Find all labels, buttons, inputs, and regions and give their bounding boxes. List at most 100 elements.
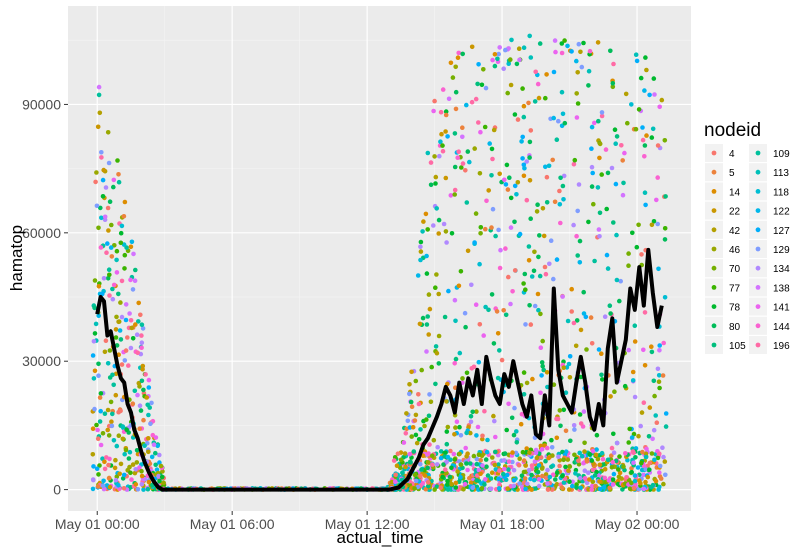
data-point [464, 430, 469, 436]
data-point [538, 311, 543, 317]
data-point [112, 465, 118, 471]
data-point [582, 449, 587, 454]
data-point [632, 473, 638, 478]
data-point [511, 467, 517, 473]
data-point [141, 387, 146, 393]
data-point [577, 260, 583, 265]
data-point [567, 354, 573, 359]
data-point [512, 268, 518, 273]
data-point [574, 115, 580, 120]
data-point [630, 230, 635, 236]
data-point [109, 423, 115, 429]
data-point [512, 112, 518, 117]
data-point [438, 485, 444, 491]
data-point [424, 253, 429, 259]
data-point [638, 480, 643, 486]
data-point [391, 458, 397, 463]
data-point [427, 306, 433, 312]
data-point [98, 442, 104, 448]
data-point [574, 58, 579, 64]
data-point [501, 466, 507, 472]
data-point [636, 107, 642, 112]
data-point [569, 309, 574, 314]
data-point [581, 409, 587, 414]
data-point [575, 253, 580, 258]
data-point [101, 276, 107, 281]
data-point [652, 92, 657, 97]
data-point [98, 391, 104, 396]
data-point [554, 416, 559, 422]
data-point [425, 227, 431, 232]
data-point [504, 162, 510, 168]
data-point [107, 375, 113, 380]
data-point [92, 368, 98, 374]
data-point [468, 419, 474, 425]
data-point [97, 463, 102, 468]
data-point [550, 157, 555, 163]
data-point [529, 463, 535, 468]
data-point [443, 112, 449, 118]
data-point [512, 405, 517, 411]
data-point [559, 89, 565, 95]
data-point [589, 458, 595, 463]
data-point [453, 318, 458, 324]
data-point [139, 345, 144, 351]
data-point [99, 155, 104, 160]
data-point [418, 244, 423, 250]
data-point [548, 238, 554, 243]
data-point [426, 413, 432, 419]
data-point [610, 81, 616, 86]
data-point [117, 471, 122, 477]
data-point [514, 61, 520, 67]
data-point [524, 446, 529, 451]
data-point [420, 480, 426, 486]
data-point [476, 452, 482, 458]
data-point [132, 470, 138, 476]
data-point [642, 88, 647, 93]
data-point [119, 314, 125, 320]
data-point [651, 76, 657, 81]
data-point [544, 370, 550, 375]
data-point [134, 332, 140, 338]
y-tick-label: 90000 [22, 96, 61, 112]
data-point [452, 457, 458, 462]
data-point [657, 104, 662, 110]
data-point [521, 103, 527, 109]
data-point [537, 233, 542, 238]
data-point [571, 320, 577, 326]
data-point [407, 482, 412, 488]
data-point [393, 472, 399, 478]
data-point [511, 483, 517, 489]
data-point [539, 373, 544, 378]
data-point [443, 129, 448, 134]
data-point [448, 448, 453, 454]
data-point [533, 450, 539, 456]
data-point [452, 131, 458, 136]
data-point [643, 467, 649, 472]
data-point [505, 486, 510, 491]
data-point [90, 353, 96, 358]
data-point [448, 193, 454, 198]
data-point [636, 222, 641, 228]
data-point [451, 451, 457, 457]
data-point [561, 407, 567, 413]
data-point [578, 327, 584, 333]
data-point [517, 456, 522, 462]
data-point [659, 97, 665, 103]
data-point [448, 60, 454, 66]
data-point [128, 244, 134, 250]
data-point [597, 486, 603, 492]
legend-label: 144 [773, 322, 790, 333]
data-point [124, 427, 129, 433]
data-point [422, 473, 428, 478]
data-point [477, 261, 482, 267]
data-point [629, 466, 634, 471]
data-point [576, 41, 582, 47]
data-point [109, 419, 114, 425]
data-point [622, 150, 627, 156]
data-point [632, 478, 638, 484]
data-point [428, 182, 434, 188]
data-point [486, 307, 491, 313]
data-point [444, 399, 449, 404]
data-point [120, 436, 126, 442]
